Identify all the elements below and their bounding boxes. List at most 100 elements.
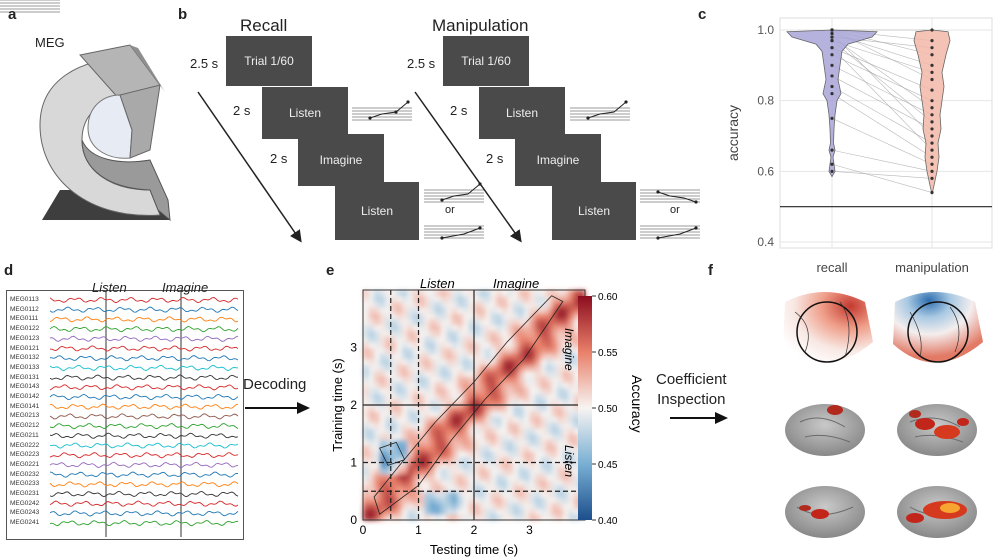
heatmap-cell <box>424 290 431 297</box>
heatmap-cell <box>479 347 486 354</box>
heatmap-cell <box>546 399 553 406</box>
heatmap-cell <box>568 336 575 343</box>
heatmap-cell <box>557 502 564 510</box>
heatmap-cell <box>490 359 497 366</box>
heatmap-cell <box>418 347 425 354</box>
heatmap-cell <box>457 468 464 475</box>
heatmap-cell <box>390 456 397 464</box>
heatmap-cell <box>457 410 464 418</box>
heatmap-cell <box>385 399 392 406</box>
manipulation-listen-box: Listen <box>479 87 565 139</box>
heatmap-cell <box>523 433 531 441</box>
heatmap-cell <box>396 330 403 337</box>
heatmap-cell <box>568 382 575 389</box>
heatmap-cell <box>446 433 453 441</box>
heatmap-cell <box>529 307 536 314</box>
heatmap-cell <box>429 330 436 337</box>
heatmap-cell <box>418 370 425 377</box>
heatmap-cell <box>529 502 536 510</box>
heatmap-cell <box>523 456 531 464</box>
heatmap-cell <box>573 376 581 383</box>
heatmap-cell <box>468 313 475 320</box>
heatmap-cell <box>462 382 470 389</box>
heatmap-cell <box>401 462 408 469</box>
heatmap-cell <box>379 399 386 406</box>
heatmap-cell <box>412 439 420 446</box>
paired-line <box>831 47 933 91</box>
heatmap-cell <box>457 485 464 492</box>
heatmap-cell <box>490 353 497 360</box>
channel-label: MEG0211 <box>10 431 39 439</box>
heatmap-cell <box>462 416 470 423</box>
heatmap-cell <box>529 347 536 354</box>
heatmap-cell <box>462 376 470 383</box>
heatmap-cell <box>518 364 525 372</box>
heatmap-cell <box>535 439 542 446</box>
heatmap-cell <box>374 416 381 423</box>
heatmap-cell <box>385 313 392 320</box>
heatmap-cell <box>579 290 586 297</box>
heatmap-cell <box>479 353 486 360</box>
heatmap-cell <box>457 376 464 383</box>
heatmap-cell <box>424 405 431 412</box>
heatmap-cell <box>485 468 492 475</box>
heatmap-cell <box>479 370 486 377</box>
heatmap-cell <box>412 479 420 487</box>
manipulation-point <box>930 70 934 74</box>
heatmap-cell <box>390 307 397 314</box>
heatmap-cell <box>390 318 397 326</box>
heatmap-cell <box>451 468 458 475</box>
heatmap-cell <box>368 393 375 400</box>
heatmap-cell <box>529 290 536 297</box>
heatmap-cell <box>368 497 375 504</box>
heatmap-cell <box>363 462 370 469</box>
heatmap-cell <box>379 295 386 303</box>
heatmap-cell <box>501 318 508 326</box>
heatmap-cell <box>496 376 503 383</box>
heatmap-cell <box>363 399 370 406</box>
heatmap-cell <box>479 341 486 349</box>
heatmap-cell <box>562 370 569 377</box>
heatmap-cell <box>485 370 492 377</box>
heatmap-cell <box>424 359 431 366</box>
heatmap-cell <box>457 405 464 412</box>
heatmap-cell <box>568 364 575 372</box>
heatmap-cell <box>412 347 420 354</box>
heatmap-cell <box>401 405 408 412</box>
heatmap-cell <box>546 347 553 354</box>
heatmap-cell <box>418 399 425 406</box>
heatmap-cell <box>462 462 470 469</box>
heatmap-cell <box>412 514 420 521</box>
manipulation-trial-box: Trial 1/60 <box>443 36 529 86</box>
heatmap-cell <box>535 456 542 464</box>
heatmap-cell <box>568 330 575 337</box>
heatmap-cell <box>474 410 481 418</box>
music-notation-manip-2 <box>639 189 700 204</box>
heatmap-cell <box>390 410 397 418</box>
manipulation-point <box>930 190 934 195</box>
heatmap-cell <box>523 514 531 521</box>
heatmap-cell <box>451 336 458 343</box>
heatmap-cell <box>440 468 447 475</box>
heatmap-cell <box>518 422 525 429</box>
heatmap-cell <box>363 456 370 464</box>
heatmap-cell <box>479 502 486 510</box>
panel-d-label: d <box>4 262 14 279</box>
heatmap-cell <box>435 474 442 481</box>
heatmap-cell <box>418 502 425 510</box>
heatmap-cell <box>557 376 564 383</box>
heatmap-cell <box>468 416 475 423</box>
heatmap-cell <box>485 295 492 303</box>
heatmap-cell <box>462 295 470 303</box>
heatmap-cell <box>418 479 425 487</box>
heatmap-cell <box>424 336 431 343</box>
heatmap-cell <box>546 370 553 377</box>
heatmap-cell <box>496 382 503 389</box>
heatmap-cell <box>462 491 470 498</box>
heatmap-cell <box>424 462 431 469</box>
heatmap-cell <box>468 508 475 515</box>
heatmap-cell <box>457 428 464 435</box>
heatmap-cell <box>363 290 370 297</box>
heatmap-cell <box>540 422 547 429</box>
heatmap-cell <box>396 433 403 441</box>
